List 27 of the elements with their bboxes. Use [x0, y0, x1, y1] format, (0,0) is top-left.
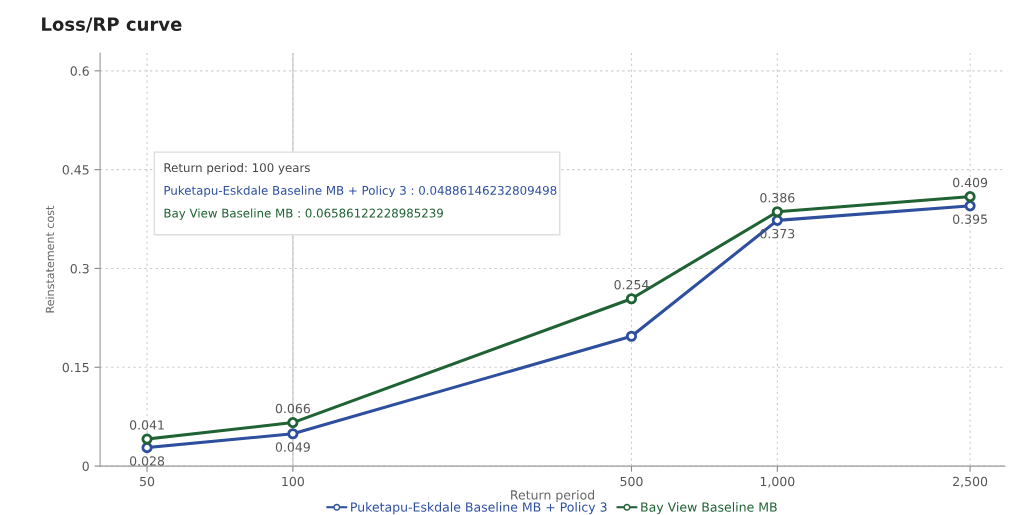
legend-label: Bay View Baseline MB	[641, 502, 777, 515]
data-label: 0.373	[760, 228, 795, 239]
data-label: 0.066	[275, 403, 310, 414]
y-tick-label: 0.3	[70, 263, 89, 274]
annotation: Bay View Baseline MB : 0.06586122228985239	[164, 208, 443, 220]
y-tick-label: 0.45	[62, 165, 89, 175]
y-axis-title: Reinstatement cost	[45, 205, 55, 313]
data-label: 0.028	[129, 456, 165, 466]
x-tick-label: 2,500	[953, 476, 988, 488]
x-tick-label: 1,000	[760, 476, 795, 488]
x-tick-label: 50	[140, 476, 155, 487]
y-tick-label: 0.15	[62, 362, 89, 373]
x-axis-title: Return period	[511, 489, 595, 503]
x-tick-label: 500	[620, 476, 643, 487]
data-label: 0.254	[614, 279, 649, 290]
data-label: 0.409	[953, 177, 988, 188]
y-tick-label: 0	[82, 461, 89, 471]
y-tick-label: 0.6	[70, 66, 89, 76]
annotation: Puketapu-Eskdale Baseline MB + Policy 3 : 0.04886146232809498	[164, 185, 557, 198]
chart-title: Loss/RP curve	[42, 17, 182, 33]
legend-label: Puketapu-Eskdale Baseline MB + Policy 3	[351, 502, 607, 515]
data-label: 0.049	[275, 442, 310, 452]
data-label: 0.395	[953, 214, 987, 224]
x-tick-label: 100	[282, 476, 304, 487]
data-label: 0.041	[129, 420, 164, 430]
annotation: Return period: 100 years	[164, 162, 310, 175]
data-label: 0.386	[760, 192, 795, 203]
